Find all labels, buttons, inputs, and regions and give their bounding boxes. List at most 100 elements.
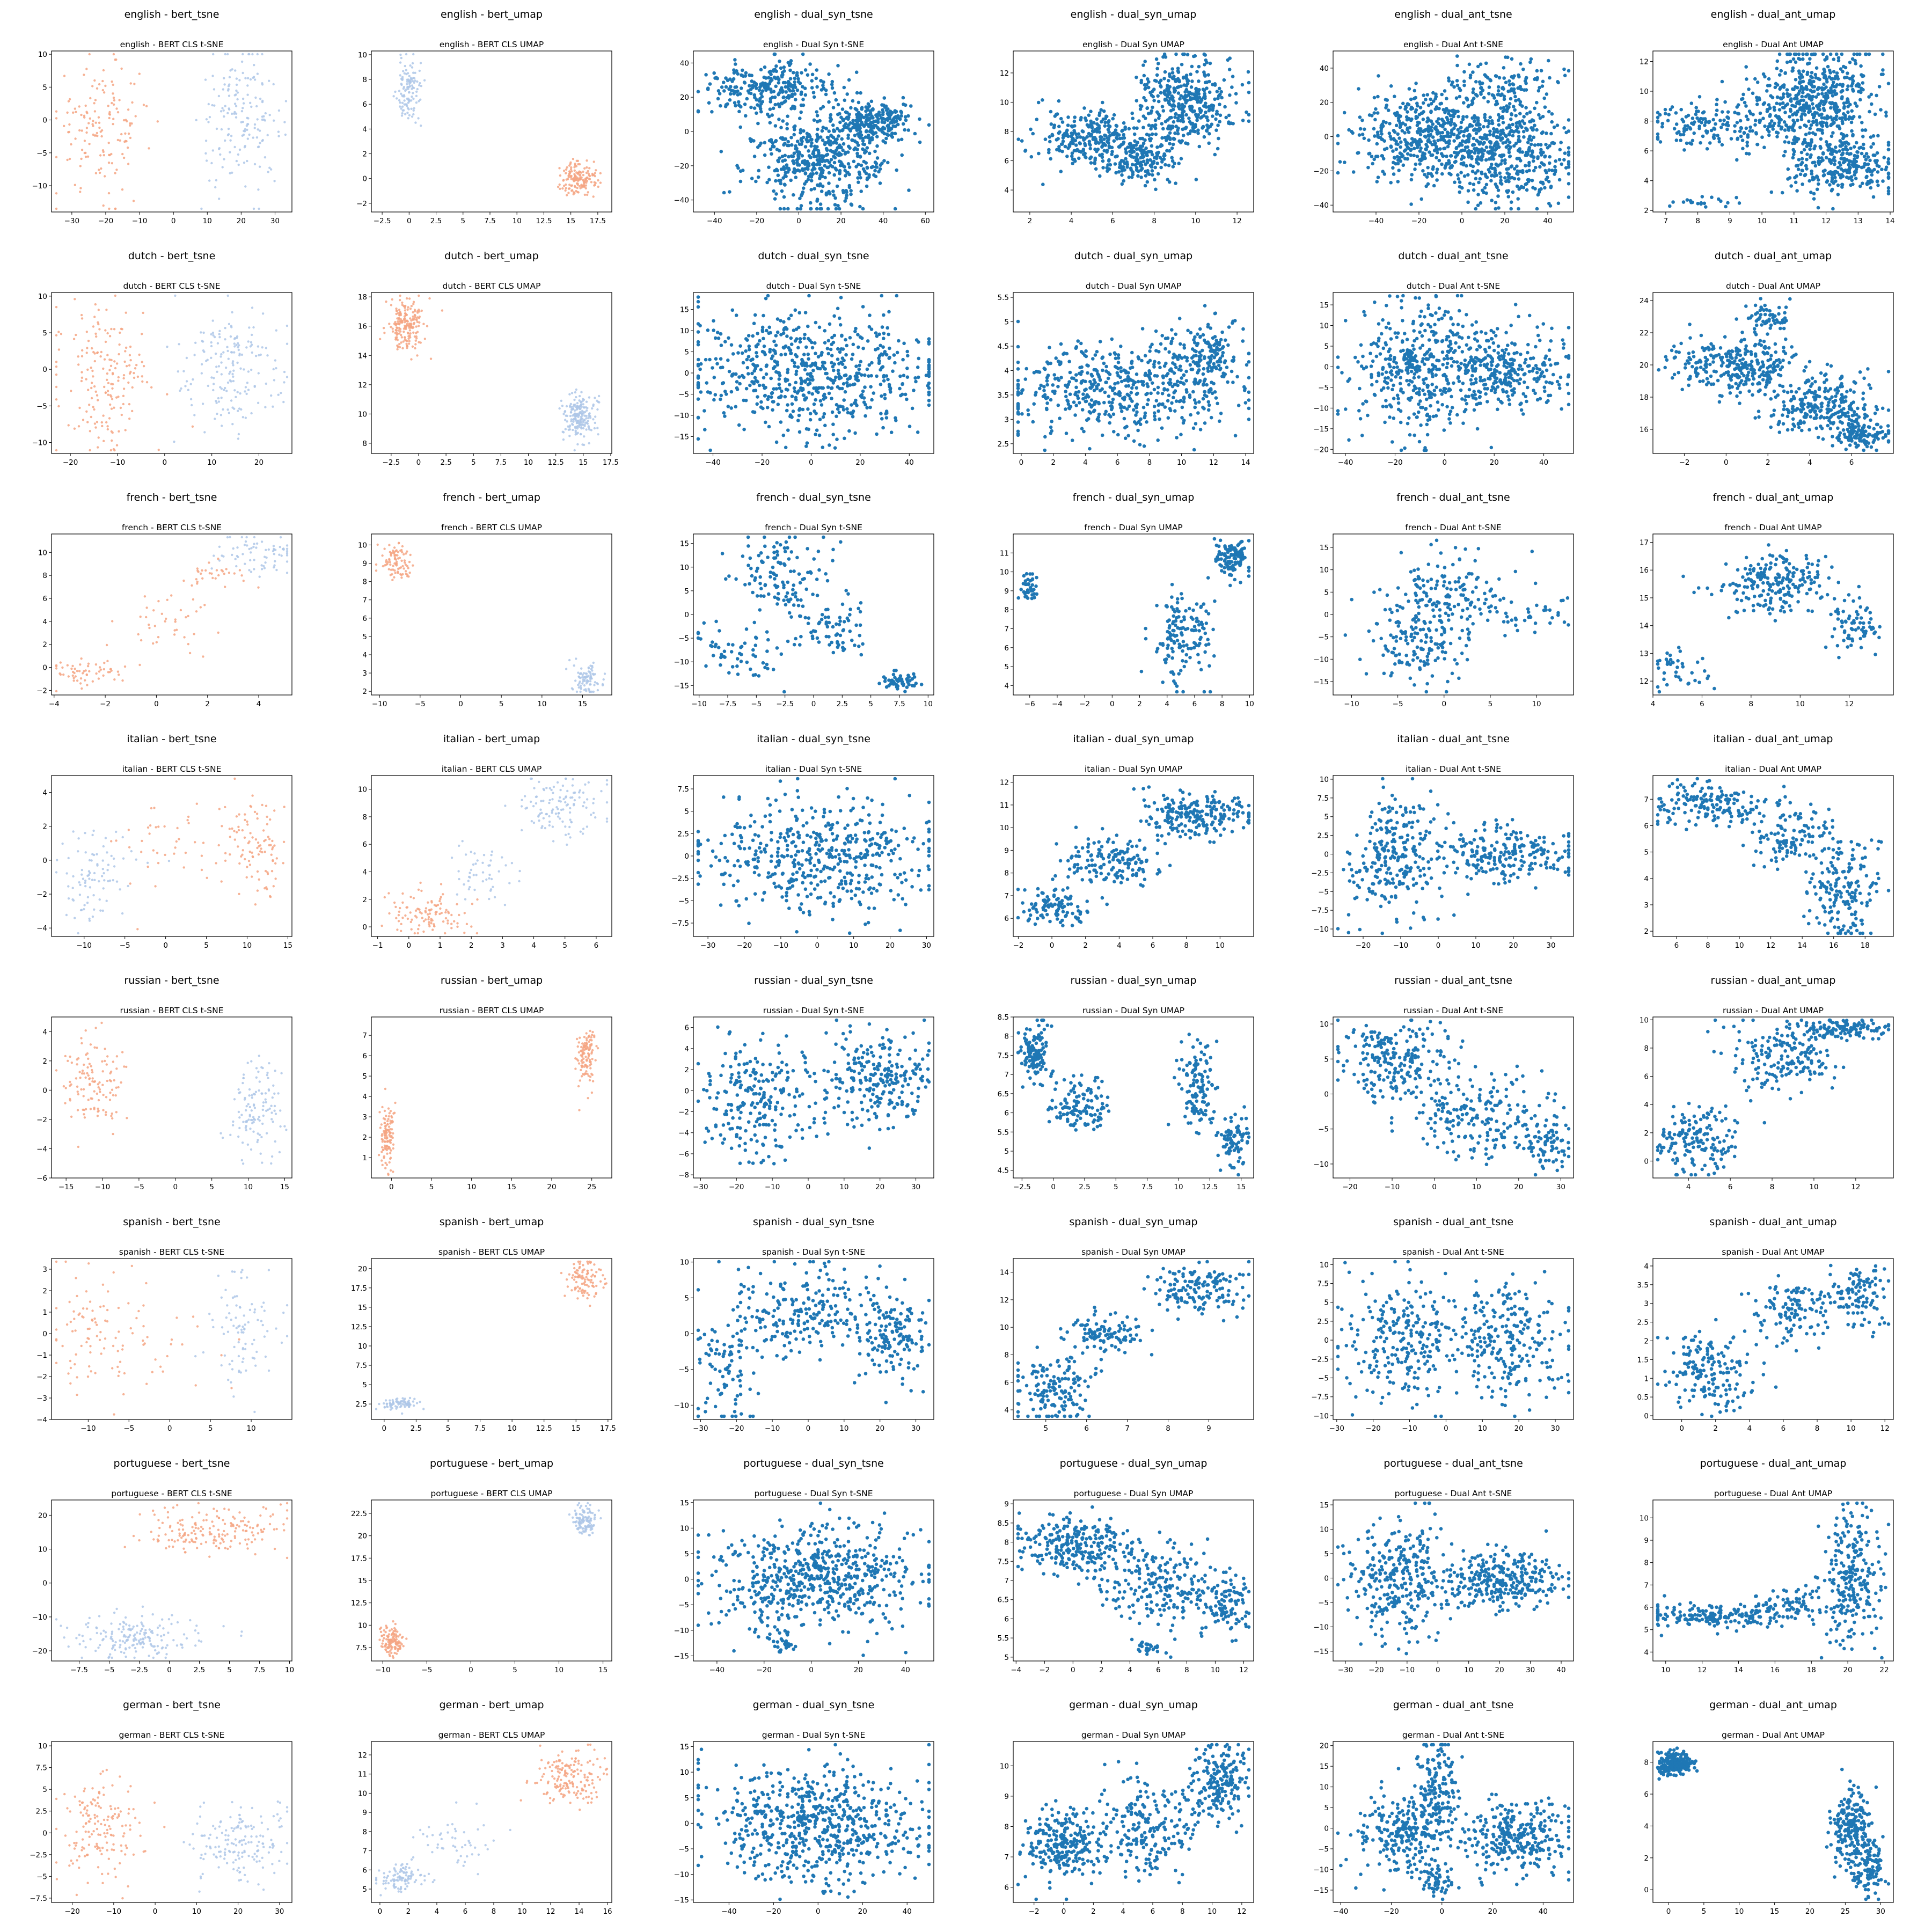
point: [400, 84, 402, 86]
point: [895, 116, 899, 120]
point: [777, 103, 780, 106]
point: [229, 76, 231, 78]
point: [588, 178, 590, 180]
point: [565, 187, 567, 189]
point: [743, 81, 747, 85]
point: [739, 180, 743, 184]
point: [80, 158, 82, 160]
point: [411, 84, 413, 86]
point: [835, 98, 838, 102]
point: [113, 99, 115, 101]
point: [862, 167, 866, 171]
point: [801, 169, 805, 172]
point: [109, 113, 111, 115]
point: [743, 103, 747, 106]
point: [224, 105, 226, 107]
point: [211, 75, 214, 77]
point: [111, 80, 113, 83]
point: [757, 169, 761, 173]
point: [243, 162, 245, 164]
point: [75, 111, 77, 113]
point: [828, 192, 832, 196]
point: [718, 92, 722, 96]
point: [770, 78, 774, 82]
point: [407, 117, 409, 119]
point: [810, 141, 814, 145]
point: [819, 207, 823, 211]
point: [755, 86, 758, 90]
point: [778, 60, 781, 63]
point: [820, 189, 824, 193]
point: [63, 75, 65, 77]
point: [720, 150, 723, 153]
point: [145, 105, 148, 107]
point: [580, 187, 582, 189]
point: [776, 159, 780, 163]
point: [704, 73, 708, 77]
point: [131, 101, 133, 104]
point: [562, 179, 565, 181]
point: [724, 105, 728, 108]
point: [777, 179, 781, 182]
point: [246, 84, 248, 86]
point: [843, 86, 846, 90]
point: [216, 128, 218, 130]
point: [848, 147, 852, 150]
point: [247, 117, 249, 119]
point: [870, 166, 874, 170]
point: [236, 77, 238, 79]
point: [838, 169, 842, 173]
point: [415, 95, 418, 97]
point: [588, 172, 590, 174]
point: [786, 140, 790, 144]
point: [794, 169, 798, 173]
point: [66, 159, 68, 161]
point: [241, 110, 243, 112]
point: [902, 122, 905, 126]
point: [815, 110, 819, 114]
point: [251, 53, 253, 55]
point: [857, 101, 861, 105]
point: [68, 100, 70, 103]
point: [277, 135, 280, 137]
point: [793, 92, 797, 96]
point: [248, 134, 250, 136]
point: [828, 171, 831, 175]
point: [223, 115, 225, 118]
point: [400, 78, 402, 80]
y-tick-label: 10: [38, 50, 47, 59]
point: [793, 151, 796, 155]
point: [412, 92, 414, 94]
point: [582, 179, 584, 181]
point: [918, 118, 921, 121]
point: [825, 193, 829, 197]
point: [788, 89, 792, 93]
point: [753, 93, 757, 97]
point: [777, 81, 781, 85]
point: [831, 189, 835, 193]
point: [124, 133, 126, 135]
point: [253, 64, 255, 66]
point: [833, 161, 837, 165]
point: [749, 106, 753, 109]
point: [566, 166, 568, 169]
point: [257, 146, 259, 148]
point: [818, 167, 822, 171]
point: [818, 184, 822, 188]
point: [728, 190, 731, 194]
point: [401, 102, 404, 104]
point: [420, 125, 422, 127]
point: [835, 141, 839, 145]
point: [859, 189, 863, 193]
point: [111, 162, 113, 164]
point: [399, 74, 401, 76]
point: [236, 84, 238, 86]
point: [416, 80, 418, 83]
point: [830, 83, 834, 86]
point: [268, 80, 270, 82]
point: [599, 181, 602, 184]
point: [842, 164, 846, 168]
point: [113, 53, 115, 55]
point: [242, 121, 244, 123]
point: [419, 82, 421, 84]
